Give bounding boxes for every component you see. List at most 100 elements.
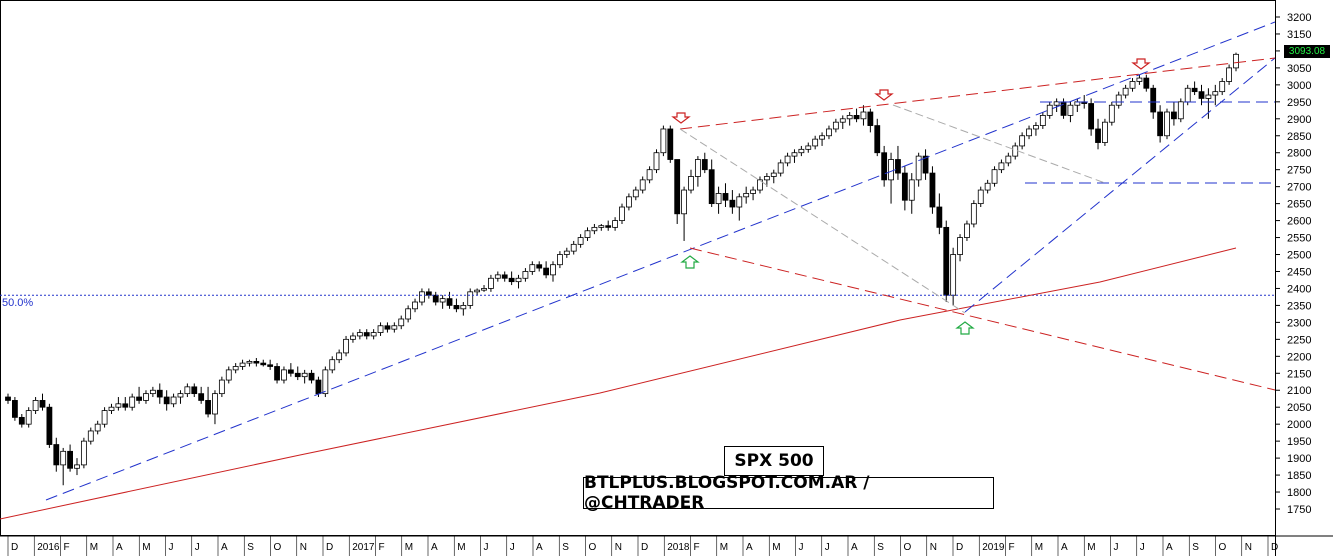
x-tick-label: A [1166,542,1173,553]
candle-up [149,389,156,395]
x-tick-label: F [1009,542,1015,553]
candle-up [301,372,308,378]
candle-up [819,135,825,140]
y-tick-label: 3150 [1287,29,1311,41]
candle-down [729,199,736,208]
x-tick-label: D [956,542,963,553]
candle-up [281,369,287,381]
candle-up [1005,155,1012,164]
candle-down [929,172,936,208]
candle-up [460,305,467,310]
candle-up [370,332,377,337]
x-tick-label: A [221,542,228,553]
candle-up [743,193,750,198]
last-price-badge: 3093.08 [1284,45,1330,58]
projection-line [679,128,966,314]
y-tick-label: 2200 [1287,351,1311,363]
candle-up [467,291,474,306]
candle-up [1053,101,1060,106]
candle-up [522,271,529,279]
y-tick-label: 2800 [1287,148,1311,160]
candle-up [1205,94,1212,99]
candle-up [577,237,584,245]
x-tick-label: M [720,542,728,553]
candle-down [1088,103,1095,130]
candle-up [32,400,39,411]
candle-up [970,203,977,225]
candle-up [812,138,819,147]
y-tick-label: 2650 [1287,199,1311,211]
candle-down [453,305,460,310]
candle-up [1233,53,1239,69]
candle-down [294,372,301,378]
y-tick-label: 2750 [1287,165,1311,177]
candle-up [1184,87,1191,103]
buy-arrow-icon [680,255,700,269]
candle-up [619,206,625,221]
candle-down [674,159,681,215]
candle-down [874,125,881,154]
candle-down [605,225,612,228]
candle-up [612,220,619,228]
candle-up [515,277,522,283]
candle-up [805,145,812,150]
candle-up [1039,115,1046,126]
y-tick-label: 1800 [1287,487,1311,499]
candle-up [1108,104,1115,123]
candle-down [205,400,211,415]
candle-down [501,274,508,279]
candle-up [570,243,577,252]
candle-up [108,406,115,412]
candle-up [715,193,722,205]
candle-up [625,196,632,208]
y-tick-label: 1750 [1287,504,1311,516]
candle-up [143,393,149,401]
candle-down [543,267,550,276]
candle-up [591,226,598,232]
x-tick-label: J [1114,542,1119,553]
y-tick-label: 2600 [1287,216,1311,228]
candle-up [1122,87,1129,96]
candle-down [1150,87,1157,113]
x-tick-label: A [1061,542,1068,553]
candle-down [122,403,129,408]
y-tick-label: 3200 [1287,12,1311,24]
y-tick-label: 2300 [1287,317,1311,329]
blue-rising-trendline [964,57,1276,313]
candle-up [239,362,246,367]
candle-up [336,352,343,361]
x-tick-label: S [247,542,254,553]
candle-up [439,298,446,303]
x-tick-label: M [1035,542,1043,553]
y-tick-label: 2500 [1287,250,1311,262]
candle-up [398,318,405,327]
x-tick-label: D [1271,542,1278,553]
x-tick-label: J [799,542,804,553]
candle-down [39,400,46,408]
candle-down [384,325,391,330]
candle-up [757,179,763,191]
candle-up [908,179,915,201]
candle-down [11,400,18,418]
candle-down [667,128,674,160]
x-tick-label: 2016 [37,542,60,553]
y-tick-label: 2350 [1287,300,1311,312]
candle-up [977,189,984,205]
x-tick-label: O [1219,542,1227,553]
candle-up [177,393,184,398]
candle-up [74,464,80,469]
x-tick-label: J [169,542,174,553]
candle-down [53,444,60,466]
candle-up [129,396,136,408]
candle-up [391,325,398,330]
y-tick-label: 2550 [1287,233,1311,245]
candle-down [1143,77,1150,89]
candle-down [267,364,274,367]
candle-up [1102,121,1108,143]
candle-down [18,416,25,425]
candle-up [115,403,122,408]
candle-up [94,423,101,432]
x-tick-label: D [11,542,18,553]
candle-up [832,121,839,130]
candle-up [60,450,67,466]
